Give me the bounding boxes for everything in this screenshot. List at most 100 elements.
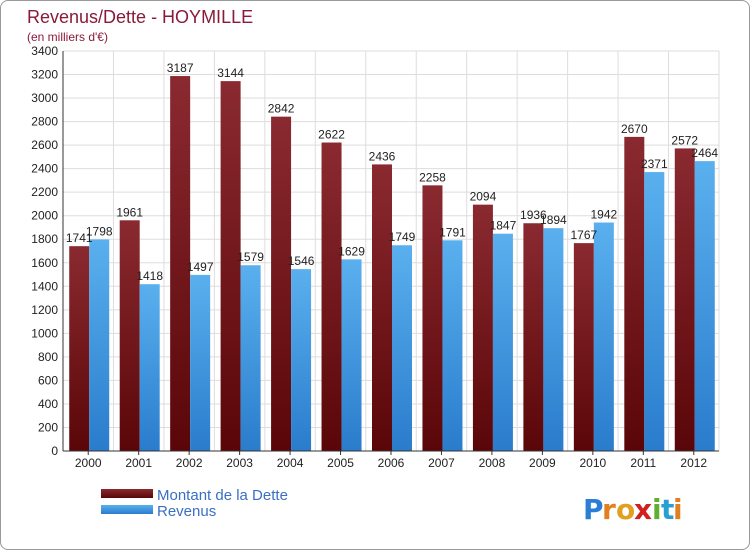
logo-letter: x	[634, 493, 652, 526]
bar-dette	[271, 116, 292, 451]
y-tick-label: 1200	[31, 303, 58, 317]
data-label: 2436	[369, 149, 396, 163]
y-tick-label: 3000	[31, 91, 58, 105]
chart-title: Revenus/Dette - HOYMILLE	[27, 7, 253, 27]
x-tick-label: 2001	[125, 456, 152, 470]
bar-revenus	[543, 228, 564, 451]
x-tick-label: 2004	[277, 456, 304, 470]
bar-revenus	[341, 259, 362, 451]
y-tick-label: 2600	[31, 138, 58, 152]
x-tick-label: 2002	[176, 456, 203, 470]
logo-letter: t	[661, 493, 674, 526]
bar-revenus	[593, 222, 614, 451]
y-tick-label: 600	[38, 373, 58, 387]
y-tick-label: 800	[38, 350, 58, 364]
bar-revenus	[139, 284, 160, 451]
logo-letter: r	[602, 493, 616, 526]
y-tick-label: 400	[38, 397, 58, 411]
data-label: 3144	[217, 66, 244, 80]
y-tick-label: 2200	[31, 185, 58, 199]
data-label: 1749	[389, 230, 416, 244]
bar-dette	[674, 148, 695, 452]
legend-label: Revenus	[157, 503, 216, 520]
x-tick-label: 2009	[529, 456, 556, 470]
logo-letter: i	[673, 493, 683, 526]
data-label: 2371	[641, 157, 668, 171]
legend-swatch	[101, 505, 153, 514]
data-label: 1847	[490, 219, 517, 233]
logo-letter: P	[583, 493, 604, 526]
y-tick-label: 1400	[31, 279, 58, 293]
data-label: 1894	[540, 213, 567, 227]
data-label: 1942	[590, 208, 617, 222]
x-tick-label: 2012	[680, 456, 707, 470]
data-label: 1546	[288, 254, 315, 268]
data-label: 1767	[570, 228, 597, 242]
bar-dette	[372, 164, 392, 452]
x-tick-label: 2007	[428, 456, 455, 470]
data-label: 2670	[621, 122, 648, 136]
logo-letter: o	[616, 493, 635, 526]
data-label: 1418	[136, 269, 163, 283]
bar-dette	[220, 81, 241, 451]
legend-swatch	[101, 489, 153, 498]
y-tick-label: 3400	[31, 44, 58, 58]
y-tick-label: 2800	[31, 115, 58, 129]
bar-revenus	[240, 265, 261, 451]
y-tick-label: 1000	[31, 326, 58, 340]
x-tick-label: 2008	[479, 456, 506, 470]
bar-dette	[523, 223, 544, 451]
data-label: 1791	[439, 225, 466, 239]
bar-dette	[624, 136, 645, 451]
data-label: 1629	[338, 244, 365, 258]
data-label: 1741	[66, 231, 93, 245]
data-label: 1936	[520, 208, 547, 222]
y-tick-label: 2000	[31, 209, 58, 223]
data-label: 1798	[86, 224, 113, 238]
chart-subtitle: (en milliers d'€)	[27, 30, 108, 44]
data-label: 2622	[318, 128, 345, 142]
y-tick-label: 0	[51, 444, 58, 458]
labels-layer: 1741 1961 3187 3144 2842 2622 2436 2258 2094 1936…	[66, 61, 719, 283]
y-tick-label: 1600	[31, 256, 58, 270]
y-tick-label: 2400	[31, 162, 58, 176]
x-tick-label: 2000	[75, 456, 102, 470]
bar-dette	[422, 185, 443, 451]
y-tick-label: 3200	[31, 68, 58, 82]
bar-revenus	[392, 245, 412, 451]
data-label: 2464	[691, 146, 718, 160]
y-tick-label: 200	[38, 420, 58, 434]
axis-layer: 0 200 400 600 800 1000 1200 1400 1600 1800 2000 220…	[31, 44, 719, 470]
bar-revenus	[291, 269, 312, 451]
y-tick-label: 1800	[31, 232, 58, 246]
bars-layer	[69, 76, 715, 452]
bar-revenus	[644, 172, 665, 451]
bar-revenus	[190, 274, 211, 451]
x-tick-label: 2011	[630, 456, 656, 470]
x-tick-label: 2006	[378, 456, 405, 470]
data-label: 1961	[116, 205, 143, 219]
bar-revenus	[694, 161, 715, 451]
bar-revenus	[442, 240, 463, 451]
data-label: 2572	[671, 133, 698, 147]
logo-letter: i	[652, 493, 662, 526]
x-tick-label: 2003	[226, 456, 253, 470]
bar-dette	[321, 142, 342, 451]
data-label: 3187	[167, 61, 194, 75]
bar-dette	[170, 76, 191, 451]
bar-dette	[119, 220, 140, 451]
bar-revenus	[89, 239, 110, 451]
data-label: 1579	[237, 250, 264, 264]
data-label: 2094	[470, 190, 497, 204]
x-tick-label: 2010	[579, 456, 606, 470]
x-tick-label: 2005	[327, 456, 354, 470]
bar-revenus	[492, 233, 513, 451]
legend-label: Montant de la Dette	[157, 487, 288, 504]
data-label: 1497	[187, 260, 214, 274]
bar-dette	[69, 246, 90, 451]
bar-dette	[472, 204, 493, 451]
data-label: 2842	[268, 102, 295, 116]
